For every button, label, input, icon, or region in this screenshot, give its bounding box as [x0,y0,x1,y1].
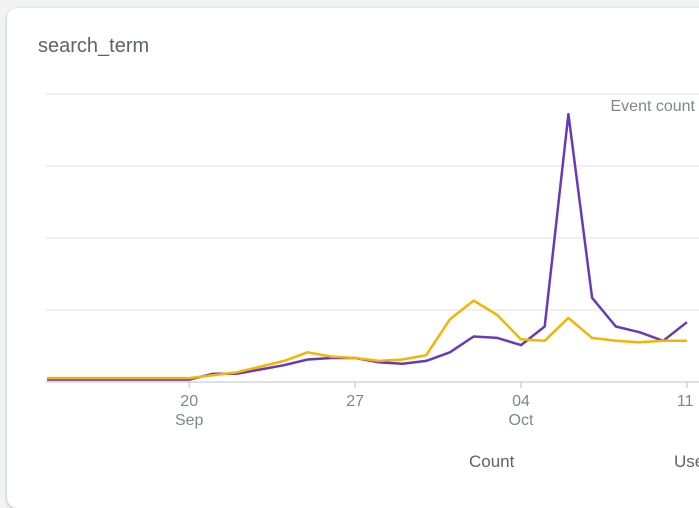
x-tick-label-0: 20 [180,393,198,410]
card-title: search_term [38,35,150,57]
series-line-0[interactable] [47,112,688,381]
search-term-card: search_term [7,8,699,508]
y-axis-title: Event count [611,98,696,115]
x-tick-label-3: 11 [677,393,694,410]
legend-users-label[interactable]: Use [674,452,699,471]
x-axis: 20 Sep 27 04 Oct 11 [175,382,694,429]
chart-series [47,112,688,381]
x-tick-label-2: 04 [512,393,530,410]
x-tick-label-1: 27 [346,393,364,410]
legend-count-label[interactable]: Count [469,452,515,471]
x-tick-month-2: Oct [509,412,534,429]
event-count-chart: Event count 20 Sep 27 04 Oct 11 [46,93,699,429]
x-tick-month-0: Sep [175,412,204,429]
series-line-1[interactable] [47,299,687,380]
chart-gridlines [46,93,699,383]
